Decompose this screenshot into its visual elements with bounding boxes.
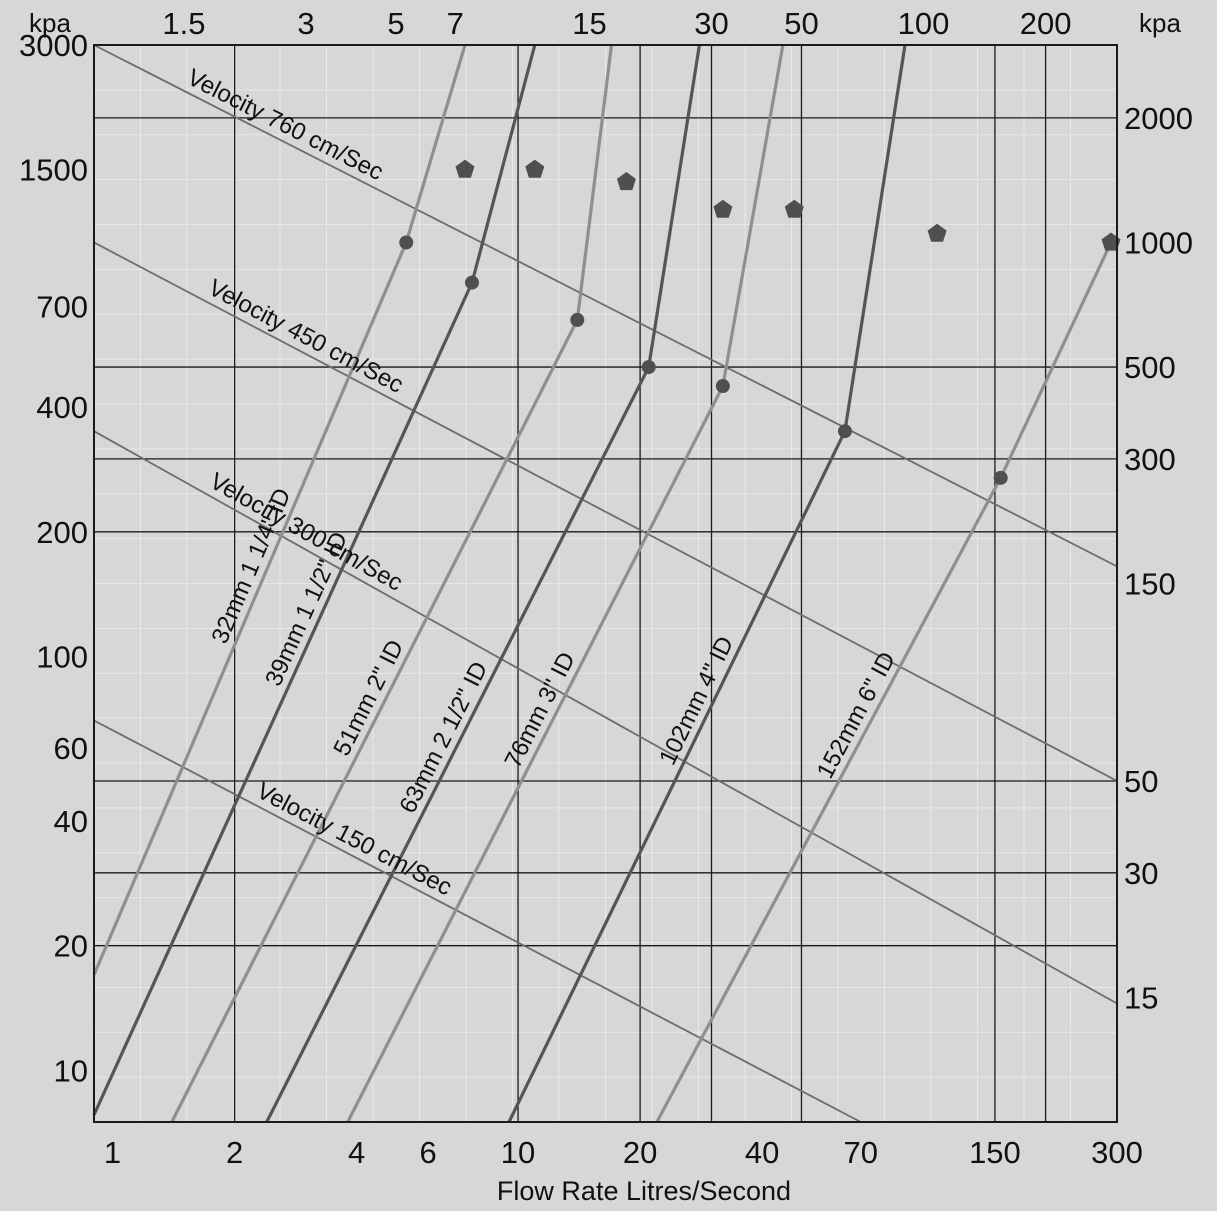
x-tick-label: 4 [348,1135,365,1170]
marker-pentagon [784,199,804,218]
left-tick-label: 40 [54,804,88,839]
right-tick-label: 15 [1124,980,1158,1015]
grid-layer [94,45,1117,1122]
marker-pentagon [525,159,545,178]
right-tick-label: 150 [1124,567,1176,602]
x-tick-label: 1 [104,1135,121,1170]
top-tick-label: 30 [694,6,728,41]
top-tick-label: 3 [297,6,314,41]
marker-pentagon [927,223,947,242]
x-tick-label: 40 [745,1135,779,1170]
plot-frame [93,44,1118,1123]
markers [399,159,1121,485]
marker-circle [399,235,414,250]
left-tick-label: 20 [54,929,88,964]
top-tick-label: 1.5 [162,6,205,41]
marker-circle [641,360,656,375]
top-tick-label: 7 [447,6,464,41]
marker-pentagon [1101,232,1121,251]
right-tick-label: 50 [1124,764,1158,799]
x-tick-label: 70 [843,1135,877,1170]
x-tick-label: 20 [623,1135,657,1170]
top-tick-label: 200 [1020,6,1072,41]
left-tick-label: 400 [36,390,88,425]
x-axis-label: Flow Rate Litres/Second [497,1176,791,1206]
left-tick-label: 200 [36,515,88,550]
right-tick-label: 300 [1124,442,1176,477]
marker-circle [570,312,585,327]
right-tick-label: 500 [1124,350,1176,385]
left-tick-label: 1500 [19,153,88,188]
left-tick-label: 3000 [19,28,88,63]
tick-labels: 1 2 4 6 10 20 40 70 150 300 1.5 3 5 7 15 30 50 100 200 3000… [19,6,1193,1170]
marker-circle [993,470,1008,485]
velocity-line [93,719,862,1123]
x-tick-label: 6 [419,1135,436,1170]
left-tick-label: 100 [36,639,88,674]
top-tick-label: 100 [898,6,950,41]
top-tick-label: 5 [387,6,404,41]
left-tick-label: 700 [36,290,88,325]
right-tick-label: 30 [1124,856,1158,891]
x-tick-label: 10 [501,1135,535,1170]
top-tick-label: 50 [784,6,818,41]
left-tick-label: 60 [54,731,88,766]
marker-circle [715,379,730,394]
marker-circle [465,275,480,290]
velocity-line [93,44,1118,568]
marker-pentagon [713,199,733,218]
velocity-lines [93,44,1118,1123]
marker-pentagon [455,159,475,178]
left-unit-label: kpa [29,8,71,38]
marker-circle [837,424,852,439]
x-tick-label: 150 [969,1135,1021,1170]
x-tick-label: 300 [1091,1135,1143,1170]
x-tick-label: 2 [226,1135,243,1170]
marker-pentagon [616,172,636,191]
right-tick-label: 2000 [1124,101,1193,136]
velocity-line [93,241,1118,782]
left-tick-label: 10 [54,1053,88,1088]
top-tick-label: 15 [572,6,606,41]
velocity-line [93,430,1118,1005]
right-unit-label: kpa [1139,8,1181,38]
right-tick-label: 1000 [1124,225,1193,260]
